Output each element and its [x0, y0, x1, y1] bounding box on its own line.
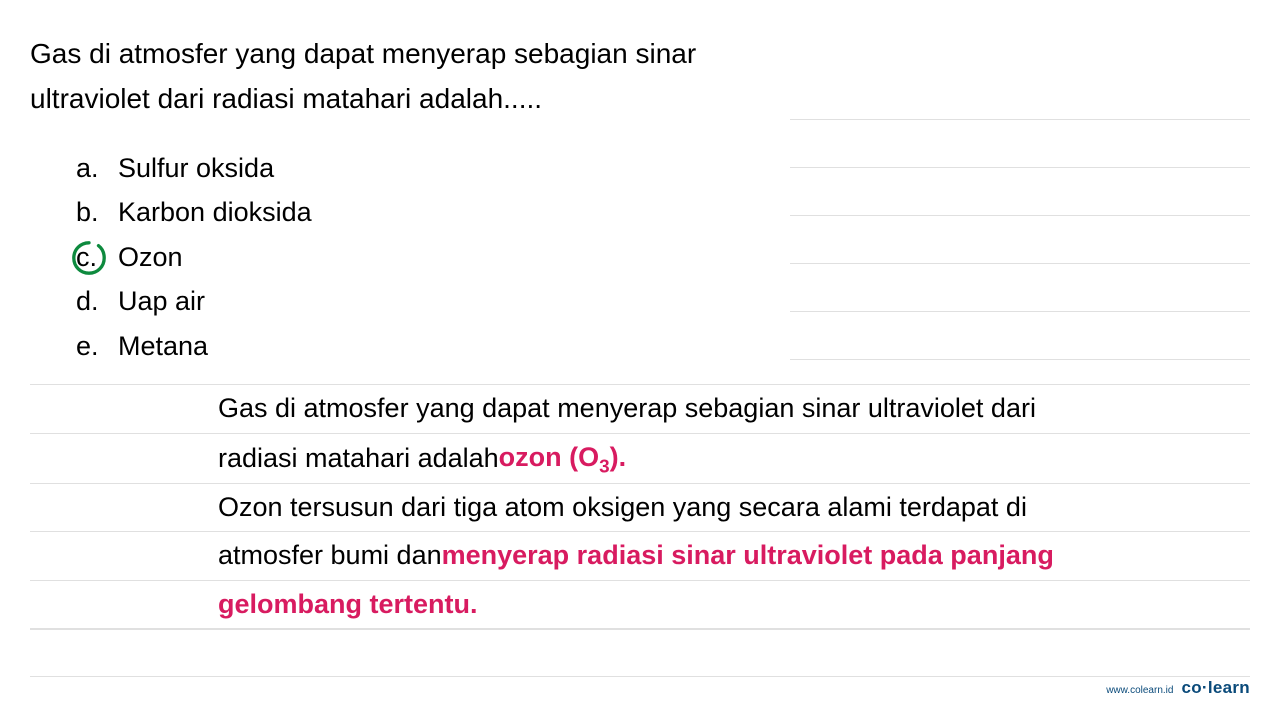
explanation-line-3: Ozon tersusun dari tiga atom oksigen yan…	[30, 483, 1250, 531]
explanation-section: Gas di atmosfer yang dapat menyerap seba…	[0, 384, 1280, 628]
selected-circle-icon	[70, 239, 108, 277]
explanation-line-1: Gas di atmosfer yang dapat menyerap seba…	[30, 384, 1250, 432]
option-letter: e.	[76, 324, 118, 369]
option-text: Sulfur oksida	[118, 146, 274, 191]
empty-ruled-line	[30, 629, 1250, 677]
footer: www.colearn.id co·learn	[1106, 678, 1250, 698]
options-list: a. Sulfur oksida b. Karbon dioksida c. O…	[0, 122, 1280, 385]
option-text: Karbon dioksida	[118, 190, 312, 235]
option-letter: a.	[76, 146, 118, 191]
option-d[interactable]: d. Uap air	[76, 279, 1250, 324]
explanation-line-5: gelombang tertentu.	[30, 580, 1250, 629]
option-letter: d.	[76, 279, 118, 324]
footer-url: www.colearn.id	[1106, 685, 1173, 696]
option-text: Uap air	[118, 279, 205, 324]
option-e[interactable]: e. Metana	[76, 324, 1250, 369]
option-text: Metana	[118, 324, 208, 369]
explanation-line-4: atmosfer bumi dan menyerap radiasi sinar…	[30, 531, 1250, 579]
footer-logo: co·learn	[1181, 678, 1250, 698]
option-a[interactable]: a. Sulfur oksida	[76, 146, 1250, 191]
option-c[interactable]: c. Ozon	[76, 235, 1250, 280]
option-text: Ozon	[118, 235, 183, 280]
question-text: Gas di atmosfer yang dapat menyerap seba…	[0, 0, 800, 122]
option-letter: b.	[76, 190, 118, 235]
explanation-line-2: radiasi matahari adalah ozon (O3).	[30, 433, 1250, 483]
option-b[interactable]: b. Karbon dioksida	[76, 190, 1250, 235]
